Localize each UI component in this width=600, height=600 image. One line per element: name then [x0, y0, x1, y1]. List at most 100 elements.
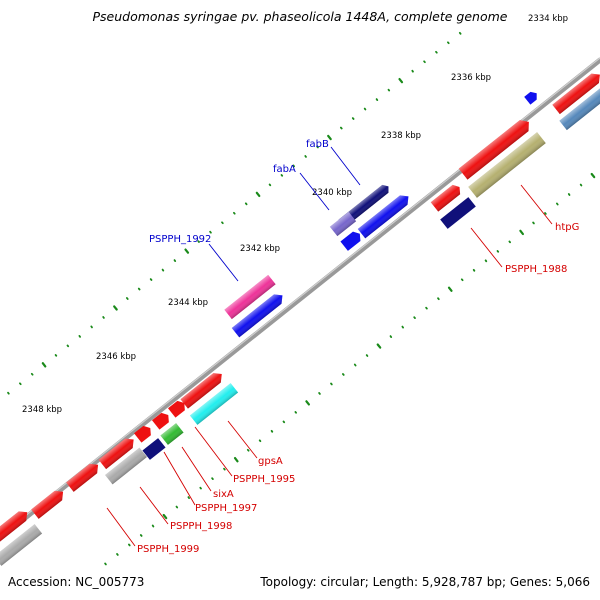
- minor-tick: [351, 117, 355, 120]
- gene-fabB-partner[interactable]: [357, 192, 412, 239]
- minor-tick: [339, 126, 343, 130]
- gene-small-blue[interactable]: [524, 89, 540, 105]
- gene-red-2348a[interactable]: [98, 435, 138, 470]
- minor-tick: [544, 212, 547, 215]
- gene-red-2336[interactable]: [458, 116, 533, 180]
- gene-pspph-1998[interactable]: [142, 438, 166, 460]
- minor-tick: [437, 297, 440, 301]
- gene-red-2349[interactable]: [31, 487, 67, 519]
- major-tick: [376, 343, 382, 349]
- minor-tick: [258, 439, 262, 443]
- minor-tick: [18, 382, 22, 386]
- minor-tick: [104, 562, 107, 566]
- minor-tick: [330, 382, 333, 386]
- gene-gpsA-red[interactable]: [180, 369, 225, 409]
- minor-tick: [127, 543, 131, 547]
- label-pspph-1997[interactable]: PSPPH_1997: [195, 503, 257, 514]
- gene-htpG[interactable]: [468, 132, 546, 198]
- minor-tick: [353, 363, 357, 367]
- gene-red-2350[interactable]: [0, 508, 31, 545]
- label-leaders: [106, 146, 553, 547]
- minor-tick: [139, 534, 143, 537]
- minor-tick: [209, 230, 212, 234]
- minor-tick: [532, 221, 535, 225]
- gene-red-2348b[interactable]: [66, 460, 102, 492]
- tick-label-2334: 2334 kbp: [528, 14, 568, 24]
- major-tick: [398, 77, 404, 84]
- minor-tick: [446, 41, 450, 45]
- tick-labels: 2334 kbp 2336 kbp 2338 kbp 2340 kbp 2342…: [22, 14, 568, 415]
- tick-ring: [7, 31, 596, 566]
- gene-fabA-partner[interactable]: [340, 229, 363, 251]
- label-pspph-1998[interactable]: PSPPH_1998: [170, 521, 232, 532]
- gene-gpsA[interactable]: [189, 383, 239, 425]
- label-pspph-1999[interactable]: PSPPH_1999: [137, 544, 199, 555]
- gene-sixA[interactable]: [160, 423, 184, 445]
- minor-tick: [268, 183, 272, 187]
- minor-tick: [78, 334, 81, 338]
- gene-pspph-1997[interactable]: [134, 423, 154, 443]
- label-pspph-1992[interactable]: PSPPH_1992: [149, 234, 211, 245]
- minor-tick: [244, 202, 248, 206]
- major-tick: [447, 286, 453, 292]
- gene-pspph-1999[interactable]: [105, 447, 147, 485]
- accession-label: Accession: NC_005773: [8, 575, 145, 589]
- gene-red-2347a[interactable]: [152, 410, 172, 430]
- gene-pspph-1992[interactable]: [224, 274, 276, 320]
- gene-gray-2350[interactable]: [0, 524, 43, 566]
- minor-tick: [223, 467, 226, 471]
- minor-tick: [496, 249, 500, 253]
- gene-red-2337[interactable]: [430, 182, 464, 212]
- gene-fabA[interactable]: [329, 211, 357, 237]
- minor-tick: [460, 278, 464, 282]
- minor-tick: [567, 193, 571, 196]
- gene-track: [0, 70, 600, 566]
- minor-tick: [411, 69, 414, 73]
- label-sixA[interactable]: sixA: [213, 489, 234, 500]
- gene-steel-2334[interactable]: [559, 85, 600, 131]
- minor-tick: [175, 505, 179, 509]
- leader-pspph-1998: [139, 486, 169, 525]
- minor-tick: [365, 354, 369, 357]
- minor-tick: [116, 553, 119, 556]
- major-tick: [233, 457, 239, 463]
- gene-blue-2344[interactable]: [231, 291, 286, 338]
- minor-tick: [363, 107, 367, 111]
- leader-fabA: [299, 172, 330, 211]
- minor-tick: [246, 448, 250, 452]
- label-gpsA[interactable]: gpsA: [258, 456, 283, 467]
- major-tick: [162, 513, 168, 520]
- leader-pspph-1992: [208, 243, 239, 282]
- label-htpG[interactable]: htpG: [555, 222, 579, 233]
- minor-tick: [579, 183, 583, 187]
- minor-tick: [54, 353, 58, 357]
- gene-red-2334[interactable]: [552, 70, 600, 115]
- minor-tick: [199, 486, 202, 490]
- minor-tick: [472, 268, 476, 272]
- minor-tick: [126, 297, 129, 300]
- leader-gpsA: [227, 420, 258, 459]
- tick-label-2348: 2348 kbp: [22, 405, 62, 415]
- gene-pspph-1988[interactable]: [440, 197, 476, 229]
- minor-tick: [211, 477, 214, 481]
- minor-tick: [270, 429, 274, 433]
- minor-tick: [458, 31, 462, 35]
- gene-pspph-1995[interactable]: [168, 398, 188, 418]
- label-fabB[interactable]: fabB: [306, 139, 329, 150]
- minor-tick: [282, 420, 286, 424]
- leader-pspph-1988: [470, 227, 503, 268]
- leader-sixA: [181, 446, 212, 492]
- label-pspph-1988[interactable]: PSPPH_1988: [505, 264, 567, 275]
- minor-tick: [387, 88, 391, 92]
- minor-tick: [90, 325, 93, 329]
- tick-label-2336: 2336 kbp: [451, 73, 491, 83]
- label-pspph-1995[interactable]: PSPPH_1995: [233, 474, 295, 485]
- minor-tick: [423, 60, 426, 64]
- tick-label-2342: 2342 kbp: [240, 244, 280, 254]
- major-tick: [184, 248, 190, 254]
- label-fabA[interactable]: fabA: [273, 164, 296, 175]
- major-tick: [327, 134, 332, 141]
- leader-fabB: [330, 146, 361, 186]
